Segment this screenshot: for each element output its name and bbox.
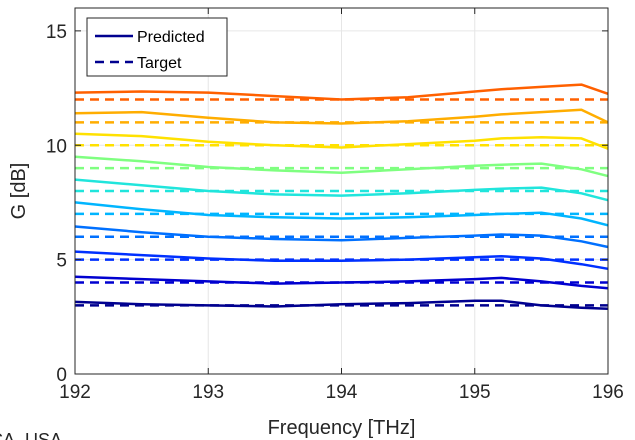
predicted-line xyxy=(74,299,609,311)
y-axis-label: G [dB] xyxy=(8,163,30,220)
x-tick-label: 193 xyxy=(192,382,224,403)
y-tick-label: 5 xyxy=(56,251,67,272)
y-tick-label: 0 xyxy=(56,365,67,386)
predicted-line xyxy=(74,250,609,271)
legend-box xyxy=(86,17,228,77)
x-tick-label: 192 xyxy=(59,382,91,403)
predicted-lines xyxy=(74,83,609,311)
predicted-line xyxy=(74,108,609,125)
legend-predicted-label: Predicted xyxy=(137,29,205,46)
x-tick-label: 195 xyxy=(459,382,491,403)
predicted-line xyxy=(74,83,609,101)
ticks xyxy=(74,8,609,375)
legend-target-label: Target xyxy=(137,55,182,72)
predicted-line xyxy=(74,225,609,249)
legend: Predicted Target xyxy=(86,17,228,77)
predicted-line xyxy=(74,201,609,227)
predicted-line xyxy=(74,178,609,202)
x-tick-label: 194 xyxy=(326,382,358,403)
y-tick-label: 15 xyxy=(46,22,67,43)
y-tick-label: 10 xyxy=(46,136,67,157)
predicted-line xyxy=(74,132,609,150)
x-axis-label: Frequency [THz] xyxy=(268,417,416,439)
x-tick-label: 196 xyxy=(592,382,624,403)
predicted-line xyxy=(74,155,609,178)
cropped-caption-text: CA, USA xyxy=(0,430,62,440)
tick-labels: 192 193 194 195 196 0 5 10 15 xyxy=(46,22,624,403)
predicted-line xyxy=(74,275,609,290)
